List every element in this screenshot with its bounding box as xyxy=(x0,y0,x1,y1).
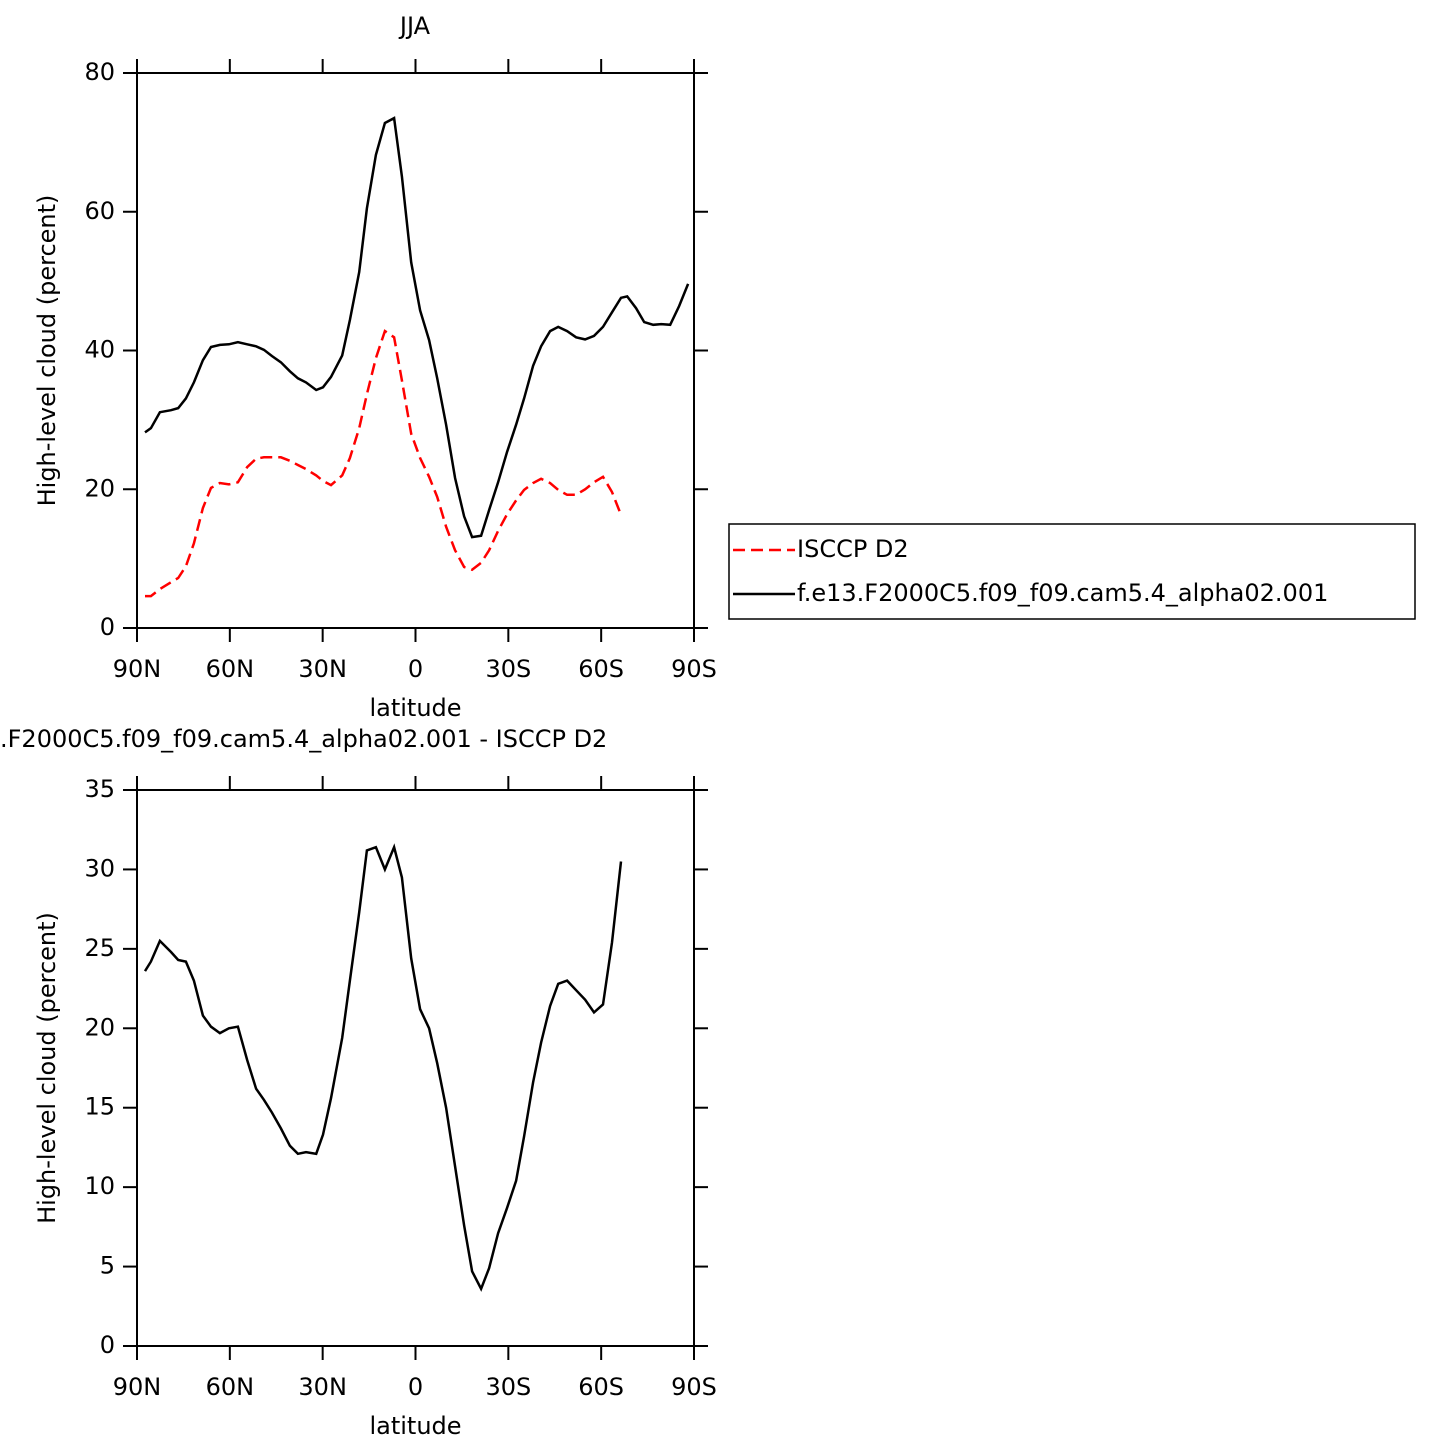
y-tick-label: 60 xyxy=(84,197,115,225)
y-tick-label: 15 xyxy=(84,1093,115,1121)
plot-frame xyxy=(136,72,695,629)
y-axis-label: High-level cloud (percent) xyxy=(33,912,61,1224)
x-tick-label: 60N xyxy=(206,655,255,683)
legend-label: ISCCP D2 xyxy=(797,535,909,563)
y-tick-label: 25 xyxy=(84,934,115,962)
x-tick-label: 90S xyxy=(671,1373,717,1401)
x-tick-label: 0 xyxy=(408,655,423,683)
x-tick-label: 30N xyxy=(298,1373,347,1401)
y-tick-label: 20 xyxy=(84,1013,115,1041)
y-tick-label: 10 xyxy=(84,1172,115,1200)
y-tick-label: 30 xyxy=(84,854,115,882)
y-tick-label: 5 xyxy=(100,1252,115,1280)
legend-label: f.e13.F2000C5.f09_f09.cam5.4_alpha02.001 xyxy=(797,579,1328,607)
x-tick-label: 60S xyxy=(578,1373,624,1401)
x-axis-label: latitude xyxy=(369,694,461,722)
x-tick-label: 90S xyxy=(671,655,717,683)
x-tick-label: 90N xyxy=(113,1373,162,1401)
data-line xyxy=(145,329,623,598)
y-axis-label: High-level cloud (percent) xyxy=(33,195,61,507)
y-tick-label: 20 xyxy=(84,474,115,502)
y-tick-label: 40 xyxy=(84,336,115,364)
x-tick-label: 60N xyxy=(206,1373,255,1401)
chart-title: .F2000C5.f09_f09.cam5.4_alpha02.001 - IS… xyxy=(0,725,607,753)
chart-title: JJA xyxy=(398,12,431,40)
x-tick-label: 30S xyxy=(485,1373,531,1401)
plot-frame xyxy=(136,789,695,1347)
y-tick-label: 0 xyxy=(100,613,115,641)
legend-box xyxy=(728,523,1416,620)
x-tick-label: 30S xyxy=(485,655,531,683)
x-tick-label: 30N xyxy=(298,655,347,683)
y-tick-label: 0 xyxy=(100,1331,115,1359)
x-tick-label: 0 xyxy=(408,1373,423,1401)
y-tick-label: 80 xyxy=(84,58,115,86)
x-tick-label: 90N xyxy=(113,655,162,683)
y-tick-label: 35 xyxy=(84,775,115,803)
data-line xyxy=(143,843,623,1292)
x-axis-label: latitude xyxy=(369,1412,461,1440)
data-line xyxy=(144,116,690,539)
x-tick-label: 60S xyxy=(578,655,624,683)
